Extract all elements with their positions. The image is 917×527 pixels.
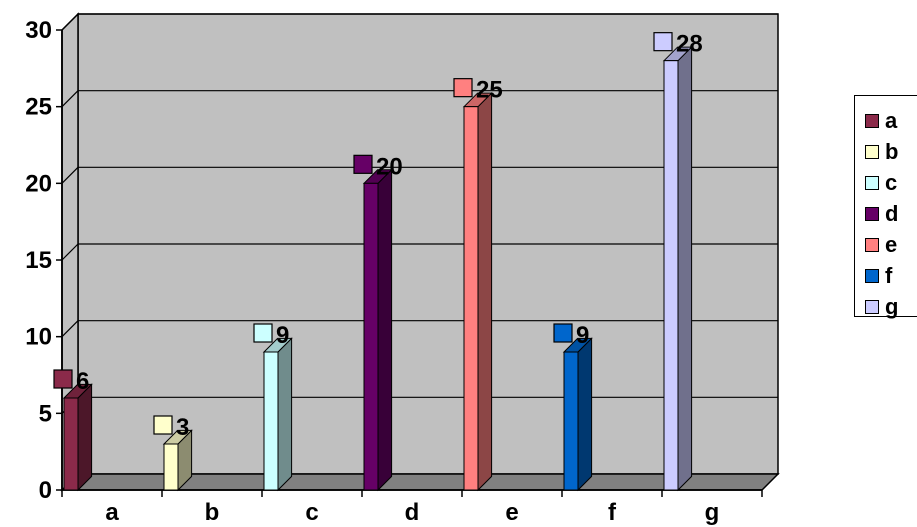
- bar: [163, 443, 179, 491]
- data-label-key: [453, 78, 473, 98]
- legend-swatch: [865, 145, 879, 159]
- y-tick-label: 5: [39, 400, 52, 427]
- legend-item: b: [865, 139, 898, 165]
- bar-side: [77, 383, 93, 492]
- data-label-key: [53, 369, 73, 389]
- x-tick-labels: a b c d e f g: [105, 499, 719, 526]
- data-label: 6: [76, 368, 89, 395]
- x-tick-label: a: [105, 499, 119, 526]
- x-tick-label: c: [305, 499, 318, 526]
- bar: [363, 182, 379, 491]
- data-label: 9: [276, 322, 289, 349]
- data-label: 25: [476, 77, 503, 104]
- legend-label: b: [885, 139, 899, 164]
- gridline-side: [61, 90, 79, 108]
- bar-side: [477, 91, 493, 492]
- bar-side: [677, 45, 693, 492]
- bar: [563, 351, 579, 491]
- legend-label: d: [885, 201, 899, 226]
- bars: [62, 45, 693, 492]
- gridline-side: [61, 166, 79, 184]
- data-labels: 6 3 9 20 25 9 28: [53, 31, 703, 441]
- legend-swatch: [865, 114, 879, 128]
- x-tick-label: g: [705, 499, 720, 526]
- legend-item: e: [865, 232, 897, 258]
- y-tick-label: 20: [25, 170, 52, 197]
- bar: [63, 397, 79, 491]
- data-label-key: [253, 323, 273, 343]
- gridline-side: [61, 243, 79, 261]
- gridline-side: [61, 320, 79, 338]
- bar: [263, 351, 279, 491]
- data-label: 9: [576, 322, 589, 349]
- y-tick-labels: 0 5 10 15 20 25 30: [25, 17, 52, 504]
- data-label-key: [153, 415, 173, 435]
- y-tick-label: 15: [25, 247, 52, 274]
- data-label: 28: [676, 31, 703, 58]
- legend-label: f: [885, 263, 893, 288]
- legend-swatch: [865, 269, 879, 283]
- y-tick-label: 10: [25, 324, 52, 351]
- legend-label: e: [885, 232, 898, 257]
- bar: [463, 106, 479, 491]
- legend-label: a: [885, 108, 898, 133]
- legend-item: d: [865, 201, 898, 227]
- x-tick-label: e: [505, 499, 518, 526]
- legend-swatch: [865, 176, 879, 190]
- data-label-key: [553, 323, 573, 343]
- x-tick-label: b: [205, 499, 220, 526]
- data-label: 20: [376, 153, 403, 180]
- data-label-key: [353, 154, 373, 174]
- legend-swatch: [865, 300, 879, 314]
- legend-item: f: [865, 263, 892, 289]
- bar-side: [577, 337, 593, 492]
- legend-item: g: [865, 294, 898, 320]
- legend-label: g: [885, 294, 899, 319]
- x-tick-label: d: [405, 499, 420, 526]
- legend-item: a: [865, 108, 897, 134]
- data-label-key: [653, 32, 673, 52]
- bar-side: [377, 168, 393, 492]
- legend-item: c: [865, 170, 897, 196]
- y-tick-label: 30: [25, 17, 52, 44]
- legend-label: c: [885, 170, 898, 195]
- bar: [663, 60, 679, 491]
- bar-side: [277, 337, 293, 492]
- x-tick-label: f: [608, 499, 617, 526]
- legend-swatch: [865, 207, 879, 221]
- y-tick-label: 0: [39, 477, 52, 504]
- legend-swatch: [865, 238, 879, 252]
- y-tick-label: 25: [25, 94, 52, 121]
- data-label: 3: [176, 414, 189, 441]
- gridline-side: [61, 13, 79, 31]
